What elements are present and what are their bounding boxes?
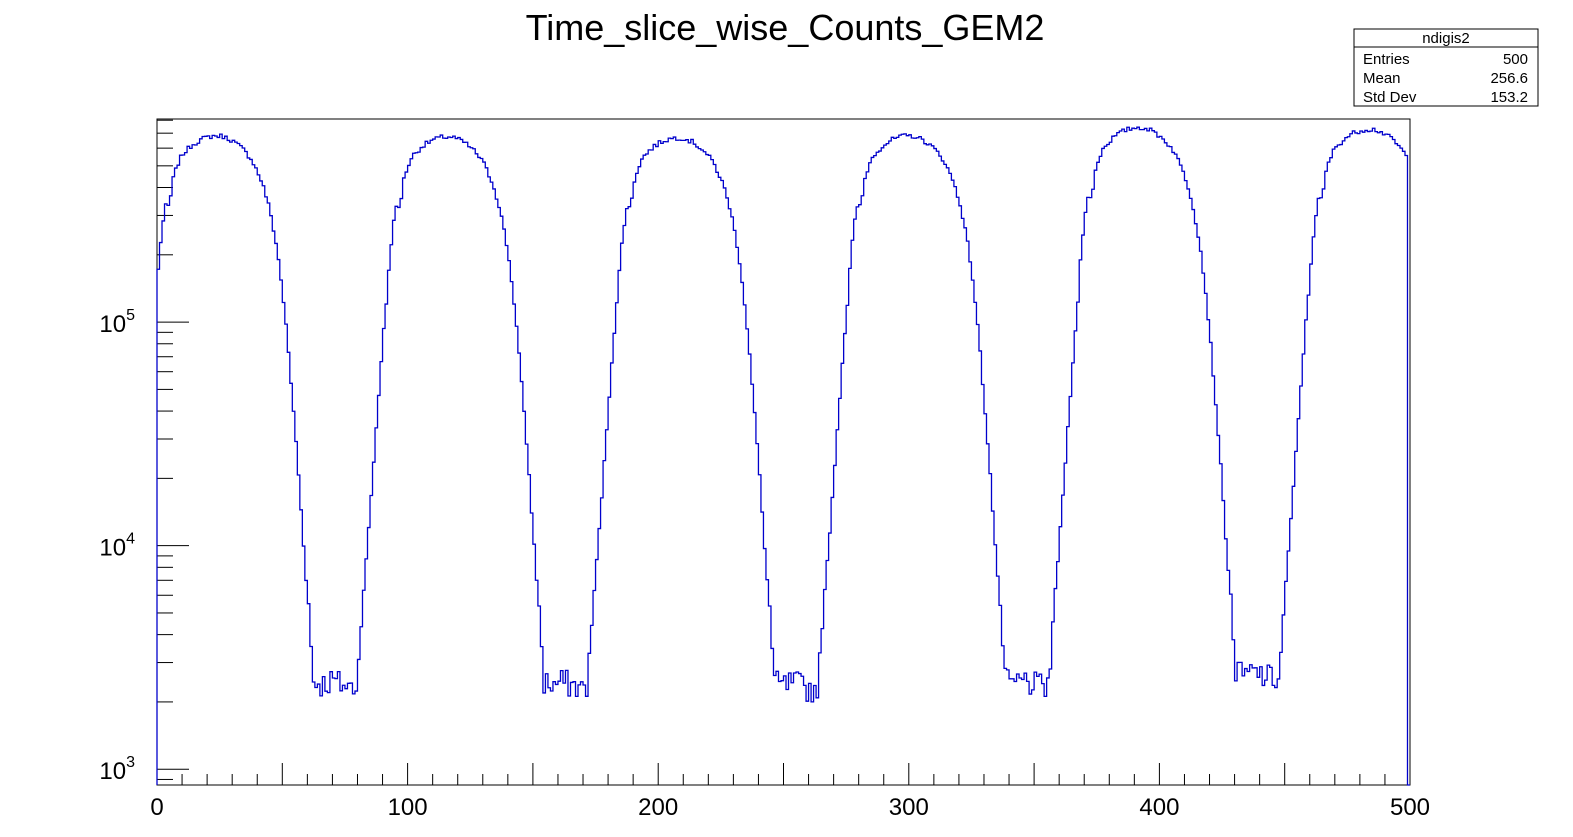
- plot-area: 0 100 200 300 400 500 103 104 105: [99, 118, 1430, 821]
- y-tick-label: 104: [99, 531, 135, 562]
- histogram-series: [156, 126, 1410, 786]
- chart-title: Time_slice_wise_Counts_GEM2: [526, 7, 1045, 48]
- y-tick-label: 103: [99, 754, 135, 785]
- stats-stddev-label: Std Dev: [1363, 89, 1417, 106]
- y-tick-label: 105: [99, 307, 135, 338]
- x-tick-label: 100: [388, 794, 428, 821]
- x-tick-label: 0: [150, 794, 163, 821]
- x-tick-label: 400: [1139, 794, 1179, 821]
- stats-mean-value: 256.6: [1490, 70, 1528, 87]
- x-tick-label: 300: [889, 794, 929, 821]
- stats-box-name: ndigis2: [1422, 30, 1470, 47]
- stats-box: ndigis2 Entries 500 Mean 256.6 Std Dev 1…: [1353, 28, 1539, 107]
- stats-entries-label: Entries: [1363, 51, 1410, 68]
- x-tick-label: 200: [638, 794, 678, 821]
- stats-stddev-value: 153.2: [1490, 89, 1528, 106]
- x-tick-label: 500: [1390, 794, 1430, 821]
- stats-box-frame: [1353, 28, 1539, 107]
- stats-entries-value: 500: [1503, 51, 1528, 68]
- stats-mean-label: Mean: [1363, 70, 1401, 87]
